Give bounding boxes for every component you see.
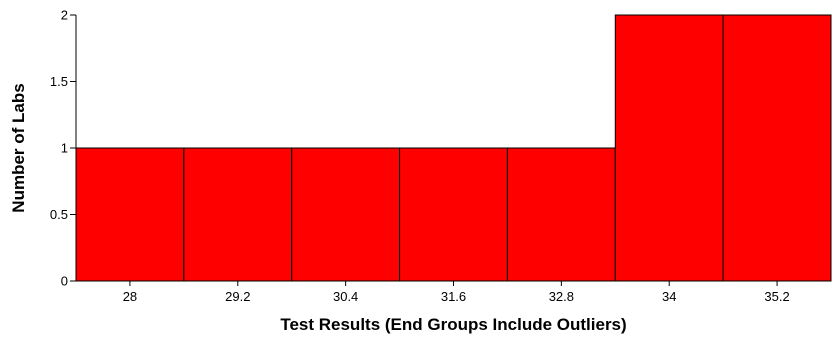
x-tick-label: 28 (123, 289, 137, 304)
bar-35.2 (722, 14, 832, 282)
x-tick-label: 29.2 (225, 289, 250, 304)
x-axis-ticks: 28 29.2 30.4 31.6 32.8 34 35.2 (123, 281, 790, 304)
y-axis-title: Number of Labs (9, 83, 28, 212)
x-tick-label: 31.6 (441, 289, 466, 304)
x-axis-title: Test Results (End Groups Include Outlier… (280, 315, 626, 334)
y-axis-ticks: 0 0.5 1 1.5 2 (50, 8, 76, 289)
y-tick-label: 0 (61, 274, 68, 289)
bars-group (75, 14, 832, 282)
y-tick-label: 2 (61, 8, 68, 23)
bar-30.4 (291, 147, 401, 282)
bar-34 (614, 14, 724, 282)
y-tick-label: 1 (61, 141, 68, 156)
x-tick-label: 35.2 (764, 289, 789, 304)
bar-31.6 (399, 147, 508, 282)
x-tick-label: 34 (662, 289, 676, 304)
bar-32.8 (506, 147, 616, 282)
bar-28 (75, 147, 185, 282)
y-tick-label: 1.5 (50, 74, 68, 89)
y-tick-label: 0.5 (50, 207, 68, 222)
bar-29.2 (183, 147, 293, 282)
x-tick-label: 30.4 (333, 289, 358, 304)
x-tick-label: 32.8 (549, 289, 574, 304)
